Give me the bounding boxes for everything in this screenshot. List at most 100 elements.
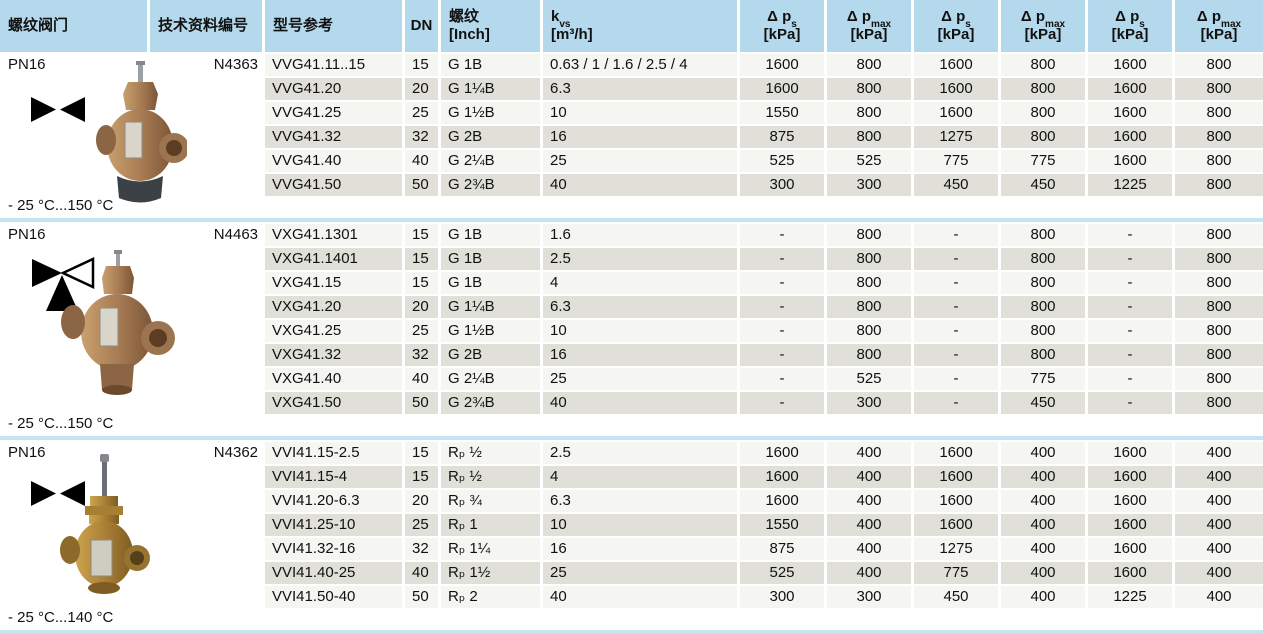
pressure-value-cell: 800 [1175,392,1263,414]
thread-cell: Rₚ ½ [441,466,540,488]
thread-cell: G 2¾B [441,392,540,414]
pressure-value-cell: 1600 [1088,538,1172,560]
pressure-value-cell: - [914,320,998,342]
pressure-value-cell: 800 [827,272,911,294]
pressure-value-cell: 1600 [1088,54,1172,76]
thread-cell: Rₚ ½ [441,442,540,464]
pressure-value-cell: 775 [914,150,998,172]
pressure-value-cell: 800 [1175,248,1263,270]
pressure-value-cell: 300 [740,174,824,196]
pressure-value-cell: 400 [1001,442,1085,464]
model-cell: VVG41.50 [265,174,402,196]
pressure-value-cell: 800 [827,224,911,246]
pressure-value-cell: 1600 [914,442,998,464]
header-delta-p-s-0: Δ ps [kPa] [740,0,824,52]
pressure-value-cell: - [914,224,998,246]
pressure-value-cell: - [914,368,998,390]
pn-rating: PN16 [8,226,46,243]
kvs-cell: 6.3 [543,490,737,512]
pressure-value-cell: - [740,344,824,366]
pressure-value-cell: 1600 [1088,150,1172,172]
pressure-value-cell: 525 [827,368,911,390]
pressure-value-cell: 800 [1001,78,1085,100]
kvs-cell: 6.3 [543,296,737,318]
pressure-value-cell: 800 [1175,296,1263,318]
header-valve-type: 螺纹阀门 [0,0,147,52]
pressure-value-cell: 1600 [914,514,998,536]
dn-cell: 15 [405,466,438,488]
header-model-reference: 型号参考 [265,0,402,52]
pressure-value-cell: 875 [740,126,824,148]
pressure-value-cell: 450 [914,174,998,196]
pressure-value-cell: 1600 [1088,126,1172,148]
thread-cell: G 1¼B [441,296,540,318]
thread-cell: G 2¾B [441,174,540,196]
model-cell: VXG41.32 [265,344,402,366]
thread-cell: G 1½B [441,320,540,342]
pressure-value-cell: 1600 [1088,102,1172,124]
pressure-value-cell: - [914,248,998,270]
kvs-cell: 10 [543,102,737,124]
doc-number: N4463 [213,226,258,243]
pressure-value-cell: 300 [827,586,911,608]
header-delta-p-s-1: Δ ps [kPa] [914,0,998,52]
pressure-value-cell: - [914,392,998,414]
pressure-value-cell: 775 [1001,150,1085,172]
valve-section: PN16 N4363 - 25 °C...150 °C VVG41.11..15… [0,54,1263,216]
pressure-value-cell: 400 [827,538,911,560]
valve-rows: VXG41.1301 15 G 1B 1.6-800-800-800 VXG41.140… [265,224,1263,414]
pressure-value-cell: 400 [1001,562,1085,584]
thread-cell: G 1¼B [441,78,540,100]
pressure-value-cell: 1600 [914,102,998,124]
pressure-value-cell: 1600 [1088,78,1172,100]
pressure-value-cell: 775 [1001,368,1085,390]
dn-cell: 15 [405,272,438,294]
pressure-value-cell: 1600 [914,78,998,100]
pressure-value-cell: 400 [1175,466,1263,488]
dn-cell: 40 [405,562,438,584]
pressure-value-cell: 800 [827,54,911,76]
model-cell: VVG41.40 [265,150,402,172]
pressure-value-cell: 1600 [1088,490,1172,512]
pressure-value-cell: 875 [740,538,824,560]
dn-cell: 40 [405,368,438,390]
kvs-cell: 10 [543,320,737,342]
pressure-value-cell: 800 [1001,54,1085,76]
pressure-value-cell: - [740,296,824,318]
model-cell: VXG41.25 [265,320,402,342]
kvs-cell: 40 [543,392,737,414]
pressure-value-cell: 1600 [740,442,824,464]
pressure-value-cell: 800 [1175,150,1263,172]
pressure-value-cell: 1550 [740,514,824,536]
valve-info-panel: PN16 N4362 - 25 °C...140 °C [0,442,262,628]
pressure-value-cell: 800 [1175,126,1263,148]
pressure-value-cell: 450 [1001,392,1085,414]
pn-rating: PN16 [8,444,46,461]
thread-cell: G 2B [441,344,540,366]
header-kvs: kvs [m³/h] [543,0,737,52]
three-way-valve-icon [30,256,96,318]
pressure-value-cell: 1275 [914,538,998,560]
kvs-cell: 16 [543,344,737,366]
pressure-value-cell: 800 [1175,344,1263,366]
kvs-cell: 25 [543,150,737,172]
pressure-value-cell: 800 [1175,224,1263,246]
pressure-value-cell: - [914,272,998,294]
pressure-value-cell: 1600 [1088,466,1172,488]
thread-cell: Rₚ 1¼ [441,538,540,560]
kvs-cell: 25 [543,368,737,390]
pressure-value-cell: 800 [1175,174,1263,196]
model-cell: VVI41.20-6.3 [265,490,402,512]
pressure-value-cell: 800 [1001,344,1085,366]
pressure-value-cell: 400 [1175,562,1263,584]
pressure-value-cell: 800 [1175,368,1263,390]
pressure-value-cell: 800 [1175,272,1263,294]
dn-cell: 20 [405,78,438,100]
valve-section: PN16 N4463 - 25 °C...150 °C VXG41.1301 15… [0,224,1263,434]
model-cell: VXG41.1401 [265,248,402,270]
model-cell: VXG41.1301 [265,224,402,246]
pressure-value-cell: - [1088,368,1172,390]
pressure-value-cell: 800 [827,102,911,124]
pn-rating: PN16 [8,56,46,73]
